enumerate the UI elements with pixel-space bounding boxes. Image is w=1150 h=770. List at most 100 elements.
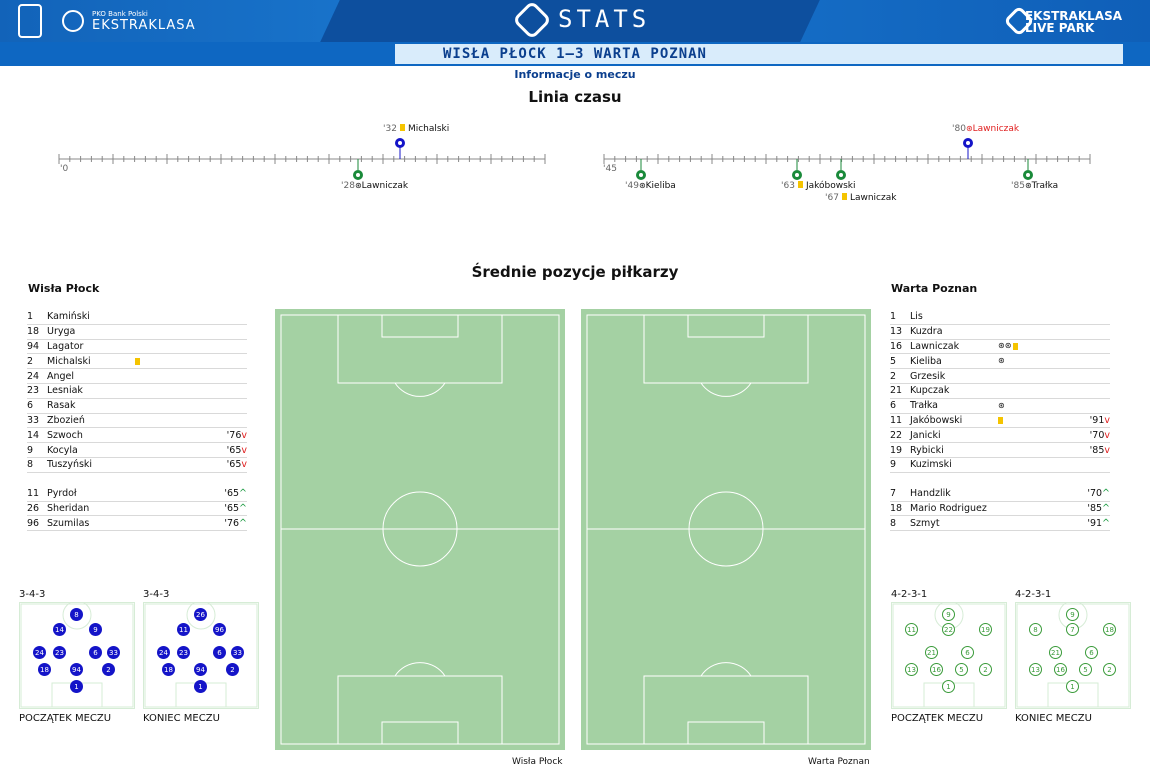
sub-out-icon: v <box>241 459 247 471</box>
player-dot[interactable]: 2 <box>226 663 239 676</box>
match-info-link[interactable]: Informacje o meczu <box>514 68 636 81</box>
player-dot[interactable]: 9 <box>942 608 955 621</box>
player-dot[interactable]: 96 <box>213 623 226 636</box>
roster-row[interactable]: 11 Pyrdoł '65^ <box>27 487 247 502</box>
player-dot[interactable]: 5 <box>1079 663 1092 676</box>
league-logo[interactable]: EKSTRAKLASA <box>92 18 196 33</box>
player-dot[interactable]: 22 <box>942 623 955 636</box>
event-jakobowski-yellow[interactable]: '63 Jakóbowski <box>781 181 856 191</box>
player-dot[interactable]: 1 <box>942 680 955 693</box>
player-dot[interactable]: 94 <box>194 663 207 676</box>
event-lawniczak-owngoal[interactable]: '80⊛Lawniczak <box>952 124 1020 134</box>
player-dot[interactable]: 11 <box>177 623 190 636</box>
player-dot[interactable]: 18 <box>38 663 51 676</box>
player-dot[interactable]: 6 <box>961 646 974 659</box>
roster-row[interactable]: 18 Uryga <box>27 325 247 340</box>
roster-row[interactable]: 96 Szumilas '76^ <box>27 516 247 532</box>
pin-lawniczak-67[interactable] <box>836 159 846 180</box>
roster-row[interactable]: 16 Lawniczak ⊛⊛ <box>890 340 1110 355</box>
player-name: Kamiński <box>47 311 90 323</box>
player-dot[interactable]: 16 <box>930 663 943 676</box>
player-dot[interactable]: 14 <box>53 623 66 636</box>
player-dot[interactable]: 9 <box>1066 608 1079 621</box>
roster-row[interactable]: 26 Sheridan '65^ <box>27 502 247 517</box>
roster-row[interactable]: 23 Lesniak <box>27 384 247 399</box>
player-number: 33 <box>27 414 40 426</box>
player-dot[interactable]: 5 <box>955 663 968 676</box>
pin-lawniczak-28[interactable] <box>353 159 363 180</box>
player-name: Michalski <box>47 355 91 367</box>
player-dot[interactable]: 23 <box>53 646 66 659</box>
roster-row[interactable]: 6 Rasak <box>27 399 247 414</box>
player-dot[interactable]: 18 <box>162 663 175 676</box>
live-park-logo[interactable]: EKSTRAKLASA LIVE PARK <box>1025 10 1122 34</box>
roster-row[interactable]: 21 Kupczak <box>890 384 1110 399</box>
roster-row[interactable]: 9 Kocyla '65v <box>27 443 247 458</box>
player-dot[interactable]: 9 <box>89 623 102 636</box>
player-dot[interactable]: 1 <box>194 680 207 693</box>
roster-row[interactable]: 11 Jakóbowski '91v <box>890 414 1110 429</box>
player-dot[interactable]: 7 <box>1066 623 1079 636</box>
player-dot[interactable]: 18 <box>1103 623 1116 636</box>
roster-row[interactable]: 94 Lagator <box>27 340 247 355</box>
pin-kieliba-49[interactable] <box>636 159 646 180</box>
roster-row[interactable]: 1 Kamiński <box>27 310 247 325</box>
pin-jakobowski-63[interactable] <box>792 159 802 180</box>
player-dot[interactable]: 2 <box>1103 663 1116 676</box>
player-dot[interactable]: 19 <box>979 623 992 636</box>
player-number: 24 <box>27 370 40 382</box>
player-events <box>135 357 205 365</box>
player-dot[interactable]: 23 <box>177 646 190 659</box>
roster-row[interactable]: 2 Grzesik <box>890 369 1110 384</box>
roster-row[interactable]: 8 Szmyt '91^ <box>890 516 1110 532</box>
pin-lawniczak-80[interactable] <box>963 138 973 159</box>
player-dot[interactable]: 6 <box>89 646 102 659</box>
stats-title[interactable]: STATS <box>558 5 651 33</box>
pin-michalski[interactable] <box>395 138 405 159</box>
roster-row[interactable]: 19 Rybicki '85v <box>890 443 1110 458</box>
player-dot[interactable]: 8 <box>1029 623 1042 636</box>
sub-in-icon: ^ <box>239 517 247 529</box>
player-number: 18 <box>27 326 40 338</box>
player-dot[interactable]: 13 <box>905 663 918 676</box>
roster-row[interactable]: 24 Angel <box>27 369 247 384</box>
player-dot[interactable]: 6 <box>1085 646 1098 659</box>
player-dot[interactable]: 21 <box>1049 646 1062 659</box>
roster-row[interactable]: 1 Lis <box>890 310 1110 325</box>
roster-row[interactable]: 13 Kuzdra <box>890 325 1110 340</box>
event-tralka-goal[interactable]: '85⊛Trałka <box>1011 181 1059 191</box>
player-dot[interactable]: 13 <box>1029 663 1042 676</box>
player-dot[interactable]: 2 <box>979 663 992 676</box>
roster-row[interactable]: 5 Kieliba ⊛ <box>890 354 1110 370</box>
roster-row[interactable]: 14 Szwoch '76v <box>27 428 247 444</box>
roster-row[interactable]: 8 Tuszyński '65v <box>27 458 247 473</box>
event-michalski-yellow[interactable]: '32 Michalski <box>383 124 450 134</box>
player-dot[interactable]: 8 <box>70 608 83 621</box>
event-kieliba-goal[interactable]: '49⊛Kieliba <box>625 181 676 191</box>
player-dot[interactable]: 1 <box>1066 680 1079 693</box>
roster-row[interactable]: 33 Zbozień <box>27 414 247 429</box>
player-dot[interactable]: 2 <box>102 663 115 676</box>
roster-row[interactable]: 7 Handzlik '70^ <box>890 487 1110 502</box>
player-dot[interactable]: 24 <box>33 646 46 659</box>
player-dot[interactable]: 21 <box>925 646 938 659</box>
event-lawniczak-goal-1[interactable]: '28⊛Lawniczak <box>341 181 409 191</box>
home-start-label: POCZĄTEK MECZU <box>19 713 112 724</box>
player-dot[interactable]: 11 <box>905 623 918 636</box>
event-lawniczak-yellow[interactable]: '67 Lawniczak <box>825 193 897 203</box>
roster-row[interactable]: 2 Michalski <box>27 354 247 370</box>
roster-row[interactable]: 22 Janicki '70v <box>890 428 1110 444</box>
player-dot[interactable]: 6 <box>213 646 226 659</box>
player-dot[interactable]: 26 <box>194 608 207 621</box>
player-dot[interactable]: 33 <box>107 646 120 659</box>
pin-tralka-85[interactable] <box>1023 159 1033 180</box>
roster-row[interactable]: 18 Mario Rodriguez '85^ <box>890 502 1110 517</box>
roster-row[interactable]: 9 Kuzimski <box>890 458 1110 473</box>
player-dot[interactable]: 24 <box>157 646 170 659</box>
player-events: ⊛ <box>998 357 1068 365</box>
player-dot[interactable]: 33 <box>231 646 244 659</box>
player-dot[interactable]: 1 <box>70 680 83 693</box>
player-dot[interactable]: 16 <box>1054 663 1067 676</box>
player-dot[interactable]: 94 <box>70 663 83 676</box>
roster-row[interactable]: 6 Trałka ⊛ <box>890 399 1110 414</box>
